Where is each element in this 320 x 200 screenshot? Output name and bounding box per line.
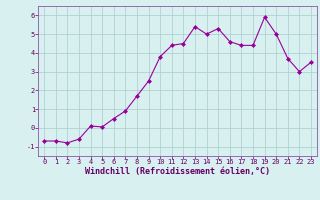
- X-axis label: Windchill (Refroidissement éolien,°C): Windchill (Refroidissement éolien,°C): [85, 167, 270, 176]
